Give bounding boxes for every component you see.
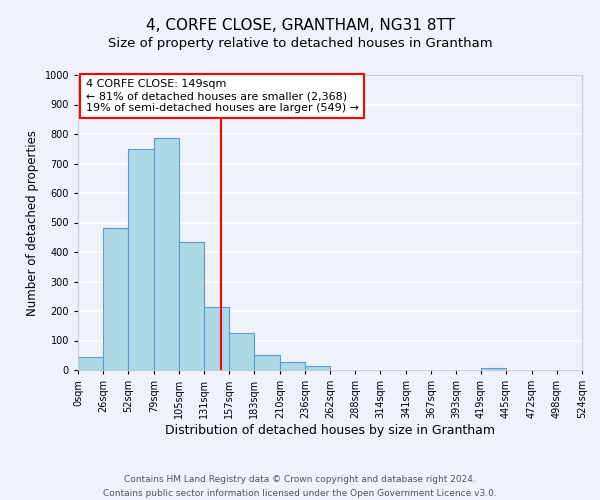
Text: 4 CORFE CLOSE: 149sqm
← 81% of detached houses are smaller (2,368)
19% of semi-d: 4 CORFE CLOSE: 149sqm ← 81% of detached … (86, 80, 359, 112)
Bar (254, 354, 280, 370)
Bar (179, 242, 204, 370)
Bar (481, 368, 506, 370)
X-axis label: Distribution of detached houses by size in Grantham: Distribution of detached houses by size … (165, 424, 495, 437)
Bar (103, 228, 128, 370)
Text: Size of property relative to detached houses in Grantham: Size of property relative to detached ho… (107, 38, 493, 51)
Text: 4, CORFE CLOSE, GRANTHAM, NG31 8TT: 4, CORFE CLOSE, GRANTHAM, NG31 8TT (146, 18, 455, 32)
Bar (229, 333, 254, 370)
Text: Contains HM Land Registry data © Crown copyright and database right 2024.
Contai: Contains HM Land Registry data © Crown c… (103, 476, 497, 498)
Bar (78, 356, 103, 370)
Bar (204, 306, 229, 370)
Bar (305, 366, 330, 370)
Bar (128, 149, 154, 370)
Bar (280, 362, 305, 370)
Y-axis label: Number of detached properties: Number of detached properties (26, 130, 39, 316)
Bar (154, 138, 179, 370)
